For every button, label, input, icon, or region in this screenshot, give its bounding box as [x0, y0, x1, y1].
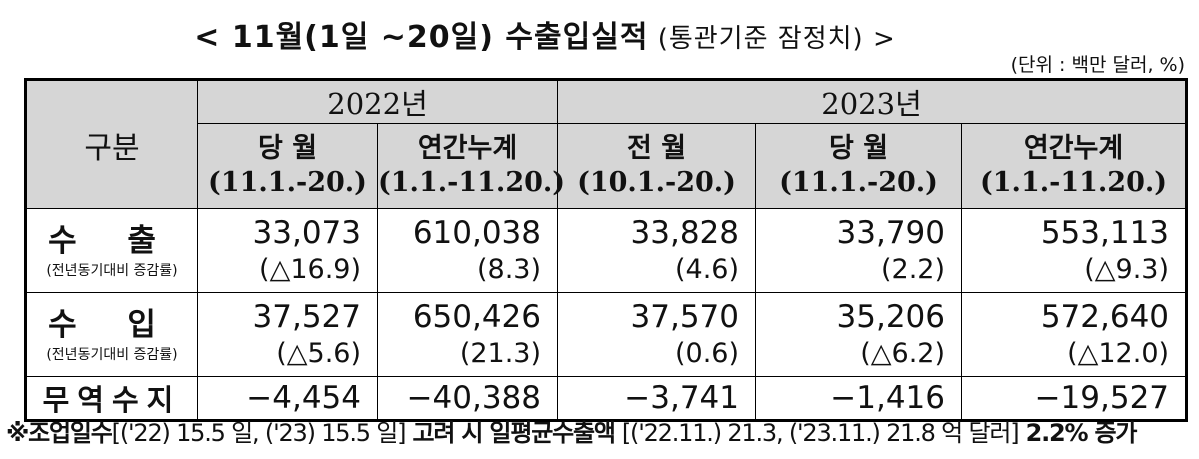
table-cell: 37,527 (△5.6): [197, 292, 378, 377]
header-year-2023: 2023년: [557, 79, 1188, 124]
cell-rate: (2.2): [881, 253, 946, 285]
header-col-5: 연간누계 (1.1.-11.20.): [961, 123, 1188, 209]
cell-value: 572,640: [1040, 298, 1170, 335]
row-label-main: 수 입: [48, 306, 176, 343]
cell-rate: (△6.2): [860, 337, 946, 369]
table-cell: 35,206 (△6.2): [755, 292, 963, 377]
cell-value: 33,790: [836, 214, 946, 251]
header-col-1: 당 월 (11.1.-20.): [197, 123, 378, 209]
header-col-period: (1.1.-11.20.): [378, 167, 566, 198]
table-cell: 610,038 (8.3): [376, 208, 559, 293]
header-col-name: 연간누계: [1023, 133, 1124, 164]
cell-value: −40,388: [376, 376, 559, 421]
header-col-period: (10.1.-20.): [577, 167, 736, 198]
cell-value: 35,206: [836, 298, 946, 335]
header-col-name: 연간누계: [417, 133, 518, 164]
cell-value: −4,454: [197, 376, 378, 421]
cell-value: 37,527: [252, 298, 361, 335]
header-row-periods: 당 월 (11.1.-20.) 연간누계 (1.1.-11.20.) 전 월 (10.…: [26, 123, 1188, 209]
footnote-part3: 고려 시 일평균수출액: [405, 419, 622, 447]
row-label-note: (전년동기대비 증감률): [46, 346, 178, 363]
table-cell: 33,073 (△16.9): [197, 208, 378, 293]
table-row-export: 수 출 (전년동기대비 증감률) 33,073 (△16.9) 610,038 (8…: [25, 208, 1188, 293]
table-cell: 33,790 (2.2): [755, 208, 963, 293]
cell-rate: (△9.3): [1084, 253, 1170, 285]
cell-value: −1,416: [755, 376, 963, 421]
row-label-balance: 무역수지: [25, 376, 198, 421]
table-cell: 650,426 (21.3): [376, 292, 559, 377]
trade-table: 구분 2022년 2023년 당 월 (11.1.-20.) 연간누계 (1.1.-…: [24, 78, 1189, 422]
table-cell: 572,640 (△12.0): [961, 292, 1188, 377]
cell-rate: (△12.0): [1067, 337, 1170, 369]
cell-value: 33,828: [630, 214, 740, 251]
header-col-period: (11.1.-20.): [208, 167, 367, 198]
footnote-part4: [('22.11.) 21.3, ('23.11.) 21.8 억 달러]: [621, 419, 1020, 447]
header-col-2: 연간누계 (1.1.-11.20.): [376, 123, 566, 209]
footnote-part2: [('22) 15.5 일, ('23) 15.5 일]: [111, 419, 407, 447]
cell-value: −3,741: [557, 376, 757, 421]
table-cell: 37,570 (0.6): [557, 292, 757, 377]
page-title: < 11월(1일 ~20일) 수출입실적 (통관기준 잠정치) >: [0, 12, 1090, 56]
row-label-note: (전년동기대비 증감률): [46, 262, 178, 279]
cell-rate: (△16.9): [259, 253, 361, 285]
header-col-4: 당 월 (11.1.-20.): [755, 123, 963, 209]
title-sub: (통관기준 잠정치) >: [648, 24, 896, 54]
footnote-part5: 2.2% 증가: [1018, 419, 1138, 447]
cell-value: −19,527: [961, 376, 1188, 421]
header-col-name: 당 월: [828, 133, 889, 164]
row-label-import: 수 입 (전년동기대비 증감률): [25, 292, 198, 377]
header-col-name: 당 월: [257, 133, 318, 164]
cell-rate: (4.6): [675, 253, 740, 285]
header-col-name: 전 월: [626, 133, 687, 164]
title-main: < 11월(1일 ~20일) 수출입실적: [194, 20, 649, 55]
header-row-years: 구분 2022년 2023년: [25, 79, 1188, 209]
unit-label: (단위 : 백만 달러, %): [1010, 54, 1185, 76]
table-cell: 553,113 (△9.3): [961, 208, 1188, 293]
row-label-main: 수 출: [48, 222, 176, 259]
header-year-2022: 2022년: [196, 79, 559, 124]
header-col-period: (1.1.-11.20.): [979, 167, 1168, 198]
cell-rate: (21.3): [459, 337, 542, 369]
row-label-export: 수 출 (전년동기대비 증감률): [25, 208, 198, 293]
header-col-3: 전 월 (10.1.-20.): [557, 123, 757, 209]
cell-value: 610,038: [412, 214, 542, 251]
table-cell: 33,828 (4.6): [557, 208, 757, 293]
header-col-period: (11.1.-20.): [779, 167, 938, 198]
cell-rate: (0.6): [675, 337, 740, 369]
cell-value: 37,570: [630, 298, 740, 335]
cell-rate: (8.3): [477, 253, 542, 285]
table-row-balance: 무역수지 −4,454 −40,388 −3,741 −1,416 −19,52…: [25, 376, 1188, 421]
cell-value: 33,073: [252, 214, 361, 251]
header-gubun: 구분: [25, 79, 198, 209]
footnote: ※조업일수[('22) 15.5 일, ('23) 15.5 일] 고려 시 일…: [6, 413, 1138, 448]
table-row-import: 수 입 (전년동기대비 증감률) 37,527 (△5.6) 650,426 (21…: [25, 292, 1188, 377]
cell-value: 650,426: [412, 298, 542, 335]
cell-value: 553,113: [1040, 214, 1170, 251]
footnote-part1: ※조업일수: [6, 419, 113, 447]
cell-rate: (△5.6): [276, 337, 361, 369]
